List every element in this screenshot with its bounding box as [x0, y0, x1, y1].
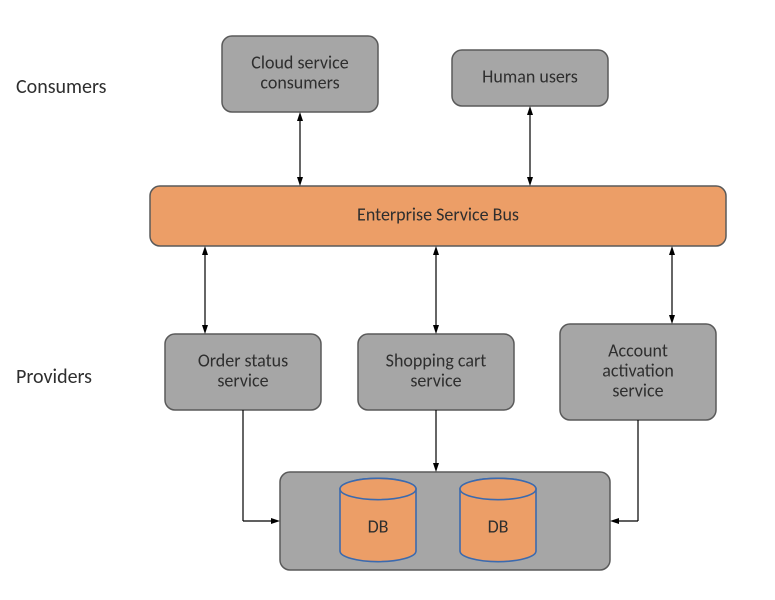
- node-account-activation-service-label: activation: [602, 359, 674, 381]
- node-enterprise-service-bus-label: Enterprise Service Bus: [357, 203, 519, 225]
- node-order-status-service: Order statusservice: [165, 334, 321, 410]
- node-order-status-service-label: service: [217, 369, 268, 391]
- database-icon-1-label: DB: [368, 515, 389, 537]
- node-human-users: Human users: [452, 50, 608, 106]
- node-cloud-consumers-label: Cloud service: [251, 51, 349, 73]
- node-shopping-cart-service-label: Shopping cart: [386, 349, 487, 371]
- node-order-status-service-label: Order status: [198, 349, 288, 371]
- node-shopping-cart-service-label: service: [410, 369, 461, 391]
- section-label-providers: Providers: [16, 365, 92, 389]
- database-icon-2: DB: [460, 478, 536, 561]
- node-cloud-consumers: Cloud serviceconsumers: [222, 36, 378, 112]
- node-enterprise-service-bus: Enterprise Service Bus: [150, 186, 726, 246]
- node-account-activation-service-label: service: [612, 379, 663, 401]
- section-label-consumers: Consumers: [16, 75, 107, 99]
- node-cloud-consumers-label: consumers: [260, 71, 339, 93]
- node-account-activation-service: Accountactivationservice: [560, 324, 716, 420]
- node-db-container: [280, 472, 610, 570]
- database-icon-1: DB: [340, 478, 416, 561]
- node-account-activation-service-label: Account: [608, 339, 668, 361]
- node-human-users-label: Human users: [482, 65, 578, 87]
- node-shopping-cart-service: Shopping cartservice: [358, 334, 514, 410]
- database-icon-2-label: DB: [488, 515, 509, 537]
